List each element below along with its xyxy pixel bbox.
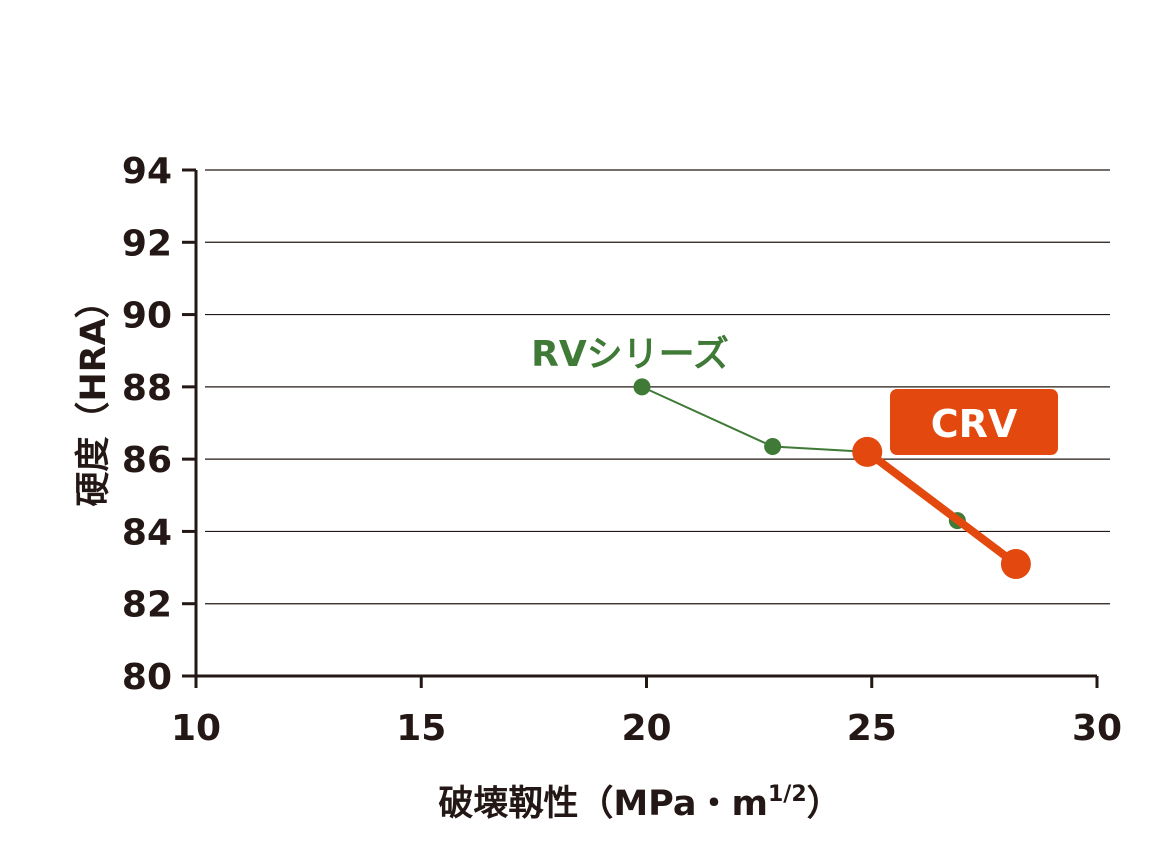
series-labels: RVシリーズ CRV	[531, 333, 1058, 455]
x-tick-label: 20	[621, 708, 671, 749]
x-axis-title-superscript: 1/2	[768, 782, 807, 807]
y-tick-label: 94	[122, 151, 172, 192]
x-ticks: 10 15 20 25 30	[171, 676, 1122, 749]
y-tick-label: 86	[122, 440, 172, 481]
x-tick-label: 15	[396, 708, 446, 749]
series-1	[852, 436, 1031, 579]
grid-lines	[205, 169, 1110, 605]
series-line	[863, 447, 1020, 568]
x-axis-title-end: ）	[807, 784, 842, 824]
y-axis-title: 硬度（HRA）	[74, 283, 114, 506]
x-tick-label: 25	[847, 708, 897, 749]
x-axis-title: 破壊靱性（MPa・m1/2）	[438, 782, 841, 824]
data-point	[764, 437, 782, 455]
y-tick-label: 82	[122, 585, 172, 626]
y-tick-label: 90	[122, 296, 172, 337]
y-tick-label: 92	[122, 223, 172, 264]
x-tick-label: 30	[1072, 708, 1122, 749]
data-point	[1000, 548, 1031, 579]
y-ticks: 80 82 84 86 88 90 92 94	[122, 151, 196, 698]
data-point	[852, 436, 883, 467]
crv-badge: CRV	[890, 389, 1058, 455]
y-tick-label: 88	[122, 368, 172, 409]
series	[633, 378, 1031, 579]
badge-background	[890, 389, 1058, 455]
y-tick-label: 84	[122, 512, 172, 553]
x-axis-title-main: 破壊靱性（MPa・m	[438, 784, 768, 824]
series-label: RVシリーズ	[531, 333, 729, 375]
data-point	[633, 378, 651, 396]
y-tick-label: 80	[122, 657, 172, 698]
x-tick-label: 10	[171, 708, 221, 749]
series-label: CRV	[931, 402, 1018, 446]
axes	[182, 170, 1097, 688]
